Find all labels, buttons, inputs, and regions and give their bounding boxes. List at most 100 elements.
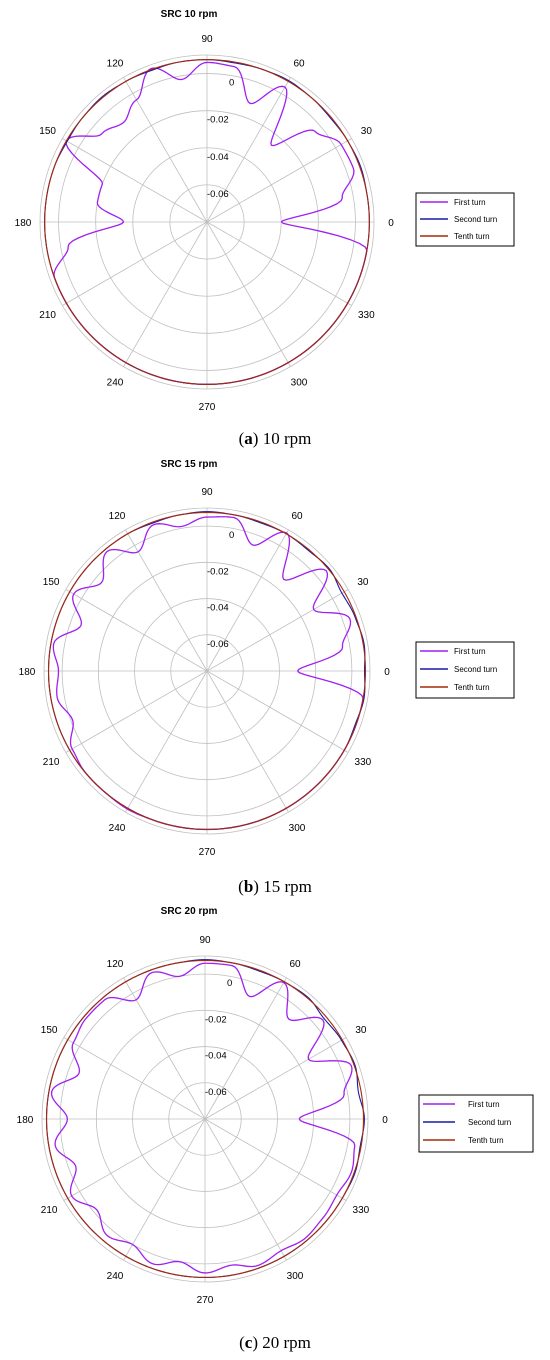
angle-tick-label: 30: [357, 577, 369, 588]
radial-tick-label: -0.04: [207, 152, 229, 163]
radial-tick-label: 0: [227, 978, 232, 989]
legend-label-second-turn: Second turn: [454, 665, 497, 674]
grid-spoke: [125, 529, 208, 672]
angle-tick-label: 150: [39, 126, 56, 137]
polar-grid: [39, 54, 375, 390]
angle-tick-label: 90: [201, 34, 213, 45]
legend-label-first-turn: First turn: [468, 1100, 500, 1109]
grid-spoke: [206, 589, 349, 672]
grid-spoke: [65, 670, 208, 753]
series-line-tenth-turn: [47, 511, 367, 831]
radial-tick-label: -0.06: [207, 189, 229, 200]
series-layer: [45, 959, 365, 1279]
panel-caption: (c) 20 rpm: [239, 1333, 311, 1352]
grid-spoke: [125, 670, 208, 813]
grid-spoke: [63, 1118, 206, 1201]
grid-spoke: [206, 77, 291, 223]
grid-spoke: [204, 977, 287, 1120]
angle-tick-label: 120: [107, 59, 124, 70]
legend-label-tenth-turn: Tenth turn: [468, 1136, 504, 1145]
grid-spoke: [206, 138, 352, 223]
series-layer: [47, 511, 367, 831]
angle-tick-label: 0: [382, 1115, 388, 1126]
caption-text: 10 rpm: [263, 429, 312, 448]
grid-spoke: [123, 1118, 206, 1261]
grid-spoke: [206, 221, 291, 367]
angle-tick-label: 300: [287, 1271, 304, 1282]
angle-tick-label: 270: [199, 847, 216, 858]
angle-tick-label: 90: [199, 935, 211, 946]
legend-label-second-turn: Second turn: [468, 1118, 511, 1127]
axis-labels: 0 30 60 90 120 150 180 210 240 270 300 330 0 -0.02 -0.…: [15, 34, 395, 413]
angle-tick-label: 120: [107, 959, 124, 970]
angle-tick-label: 180: [17, 1115, 34, 1126]
radial-tick-label: 0: [229, 78, 234, 89]
radial-tick-label: -0.04: [207, 603, 229, 614]
legend-label-tenth-turn: Tenth turn: [454, 232, 490, 241]
angle-tick-label: 270: [199, 402, 216, 413]
angle-tick-label: 60: [293, 59, 305, 70]
angle-tick-label: 330: [355, 757, 372, 768]
legend-label-first-turn: First turn: [454, 198, 486, 207]
angle-tick-label: 300: [291, 377, 308, 388]
legend-label-second-turn: Second turn: [454, 215, 497, 224]
angle-tick-label: 60: [289, 959, 301, 970]
angle-tick-label: 180: [19, 667, 36, 678]
angle-tick-label: 30: [355, 1025, 367, 1036]
radial-tick-label: -0.06: [207, 639, 229, 650]
panel-caption: (a) 10 rpm: [239, 429, 312, 448]
grid-spoke: [63, 1037, 206, 1120]
angle-tick-label: 270: [197, 1295, 214, 1306]
angle-tick-label: 210: [39, 310, 56, 321]
angle-tick-label: 0: [384, 667, 390, 678]
angle-tick-label: 120: [109, 511, 126, 522]
angle-tick-label: 240: [109, 823, 126, 834]
radial-tick-label: -0.06: [205, 1087, 227, 1098]
axis-labels: 0 30 60 90 120 150 180 210 240 270 300 330 0 -0.02 -0.…: [17, 935, 389, 1306]
angle-tick-label: 150: [43, 577, 60, 588]
series-line-tenth-turn: [44, 59, 370, 385]
radial-tick-label: -0.02: [205, 1014, 227, 1025]
axis-labels: 0 30 60 90 120 150 180 210 240 270 300 330 0 -0.02 -0.…: [19, 487, 391, 858]
legend: First turn Second turn Tenth turn: [418, 1094, 534, 1153]
grid-spoke: [123, 221, 208, 367]
angle-tick-label: 330: [353, 1205, 370, 1216]
angle-tick-label: 330: [358, 310, 375, 321]
caption-letter: a: [244, 429, 253, 448]
chart-panel-b: SRC 15 rpm 0 30 60 90 120 150 180 210 240 270 300 3…: [19, 459, 515, 896]
grid-spoke: [206, 529, 289, 672]
legend-label-first-turn: First turn: [454, 647, 486, 656]
legend: First turn Second turn Tenth turn: [415, 641, 515, 699]
chart-title: SRC 10 rpm: [161, 9, 218, 20]
grid-spoke: [62, 221, 208, 306]
caption-letter: c: [245, 1333, 253, 1352]
radial-tick-label: -0.02: [207, 566, 229, 577]
grid-spoke: [204, 1118, 347, 1201]
legend-label-tenth-turn: Tenth turn: [454, 683, 490, 692]
radial-tick-label: 0: [229, 530, 234, 541]
series-layer: [44, 59, 370, 386]
legend: First turn Second turn Tenth turn: [415, 192, 515, 247]
chart-title: SRC 20 rpm: [161, 906, 218, 917]
angle-tick-label: 150: [41, 1025, 58, 1036]
angle-tick-label: 210: [43, 757, 60, 768]
polar-grid: [41, 955, 369, 1283]
grid-spoke: [206, 221, 352, 306]
series-line-tenth-turn: [45, 959, 365, 1279]
chart-panel-a: SRC 10 rpm 0 30 60 90 120 150 180 210 240 270 300 3…: [15, 9, 515, 448]
angle-tick-label: 240: [107, 1271, 124, 1282]
radial-tick-label: -0.02: [207, 115, 229, 126]
angle-tick-label: 300: [289, 823, 306, 834]
grid-spoke: [204, 1037, 347, 1120]
angle-tick-label: 90: [201, 487, 213, 498]
angle-tick-label: 180: [15, 218, 32, 229]
grid-spoke: [206, 670, 349, 753]
polar-grid: [43, 507, 371, 835]
angle-tick-label: 60: [291, 511, 303, 522]
grid-spoke: [206, 670, 289, 813]
chart-title: SRC 15 rpm: [161, 459, 218, 470]
angle-tick-label: 30: [361, 126, 373, 137]
angle-tick-label: 0: [388, 218, 394, 229]
grid-spoke: [62, 138, 208, 223]
